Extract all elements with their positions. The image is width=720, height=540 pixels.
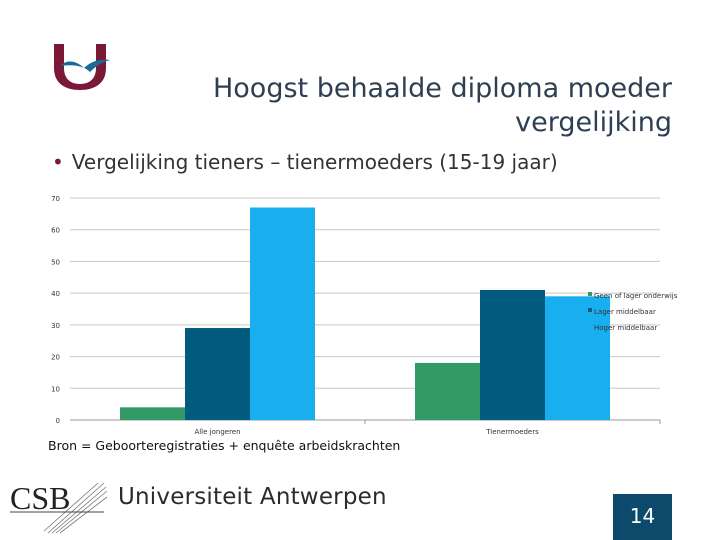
- page-number: 14: [629, 504, 656, 528]
- bar: [250, 207, 315, 420]
- y-tick-label: 60: [51, 227, 60, 235]
- bar: [185, 328, 250, 420]
- x-category-label: Tienermoeders: [485, 428, 539, 436]
- page-number-box: [613, 494, 672, 540]
- y-tick-label: 20: [51, 354, 60, 362]
- title-line-1: Hoogst behaalde diploma moeder: [212, 73, 672, 104]
- y-tick-label: 70: [51, 195, 60, 203]
- source-note: Bron = Geboorteregistraties + enquête ar…: [48, 438, 401, 453]
- legend-swatch: [588, 308, 592, 312]
- x-category-label: Alle jongeren: [194, 428, 240, 436]
- legend-swatch: [588, 324, 592, 328]
- y-tick-label: 30: [51, 322, 60, 330]
- legend-swatch: [588, 292, 592, 296]
- title-line-2: vergelijking: [515, 107, 672, 138]
- bar: [480, 289, 545, 420]
- y-tick-label: 40: [51, 290, 60, 298]
- csb-logo: CSB: [8, 475, 108, 535]
- university-logo-icon: [54, 44, 110, 90]
- y-tick-label: 0: [56, 417, 60, 425]
- legend-label: Geen of lager onderwijs: [594, 292, 678, 300]
- csb-logo-icon: CSB: [10, 480, 108, 534]
- legend-label: Lager middelbaar: [594, 308, 656, 316]
- legend-label: Hoger middelbaar: [594, 324, 657, 332]
- bullet-icon: •: [52, 150, 64, 174]
- y-tick-label: 50: [51, 258, 60, 266]
- bar: [120, 407, 185, 420]
- page-title: Hoogst behaalde diploma moeder vergelijk…: [152, 72, 672, 140]
- bullet-point: • Vergelijking tieners – tienermoeders (1…: [52, 150, 558, 174]
- bar: [545, 296, 610, 420]
- university-name: Universiteit Antwerpen: [118, 484, 387, 510]
- bullet-text: Vergelijking tieners – tienermoeders (15…: [71, 150, 558, 174]
- y-tick-label: 10: [51, 385, 60, 393]
- bar: [415, 362, 480, 420]
- csb-logo-text: CSB: [10, 480, 70, 516]
